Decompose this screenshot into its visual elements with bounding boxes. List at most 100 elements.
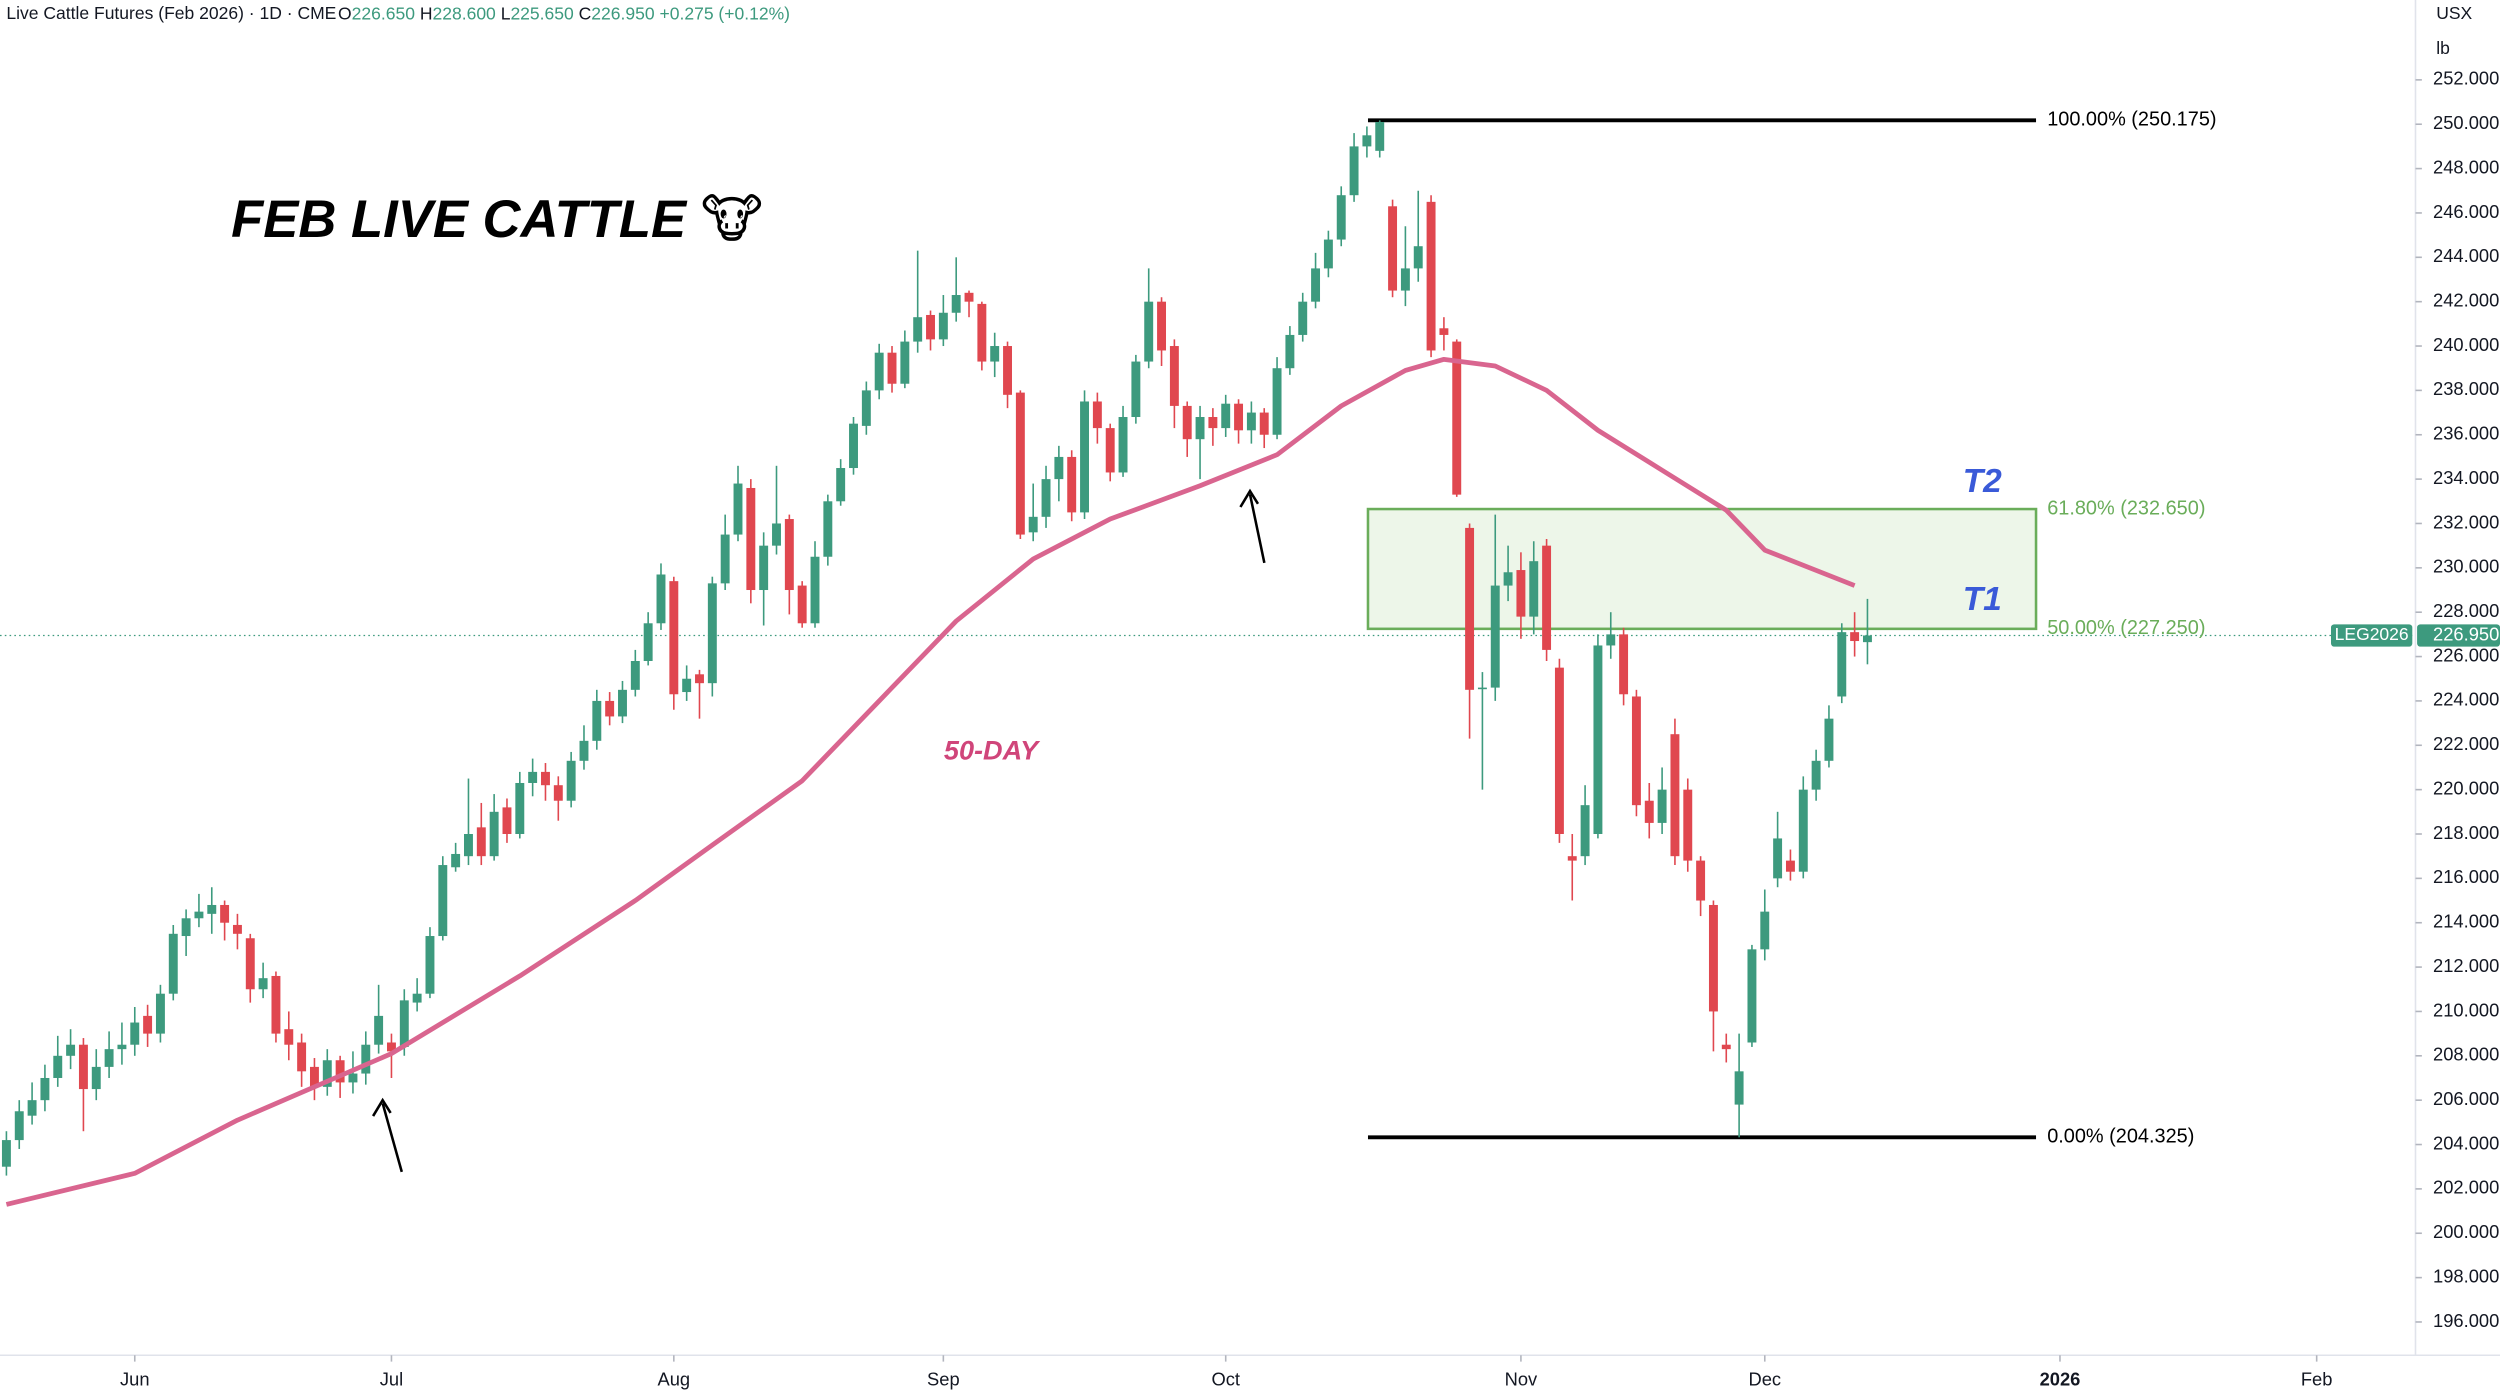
y-tick-label: 240.000 (2433, 334, 2499, 355)
candle-body (1336, 195, 1346, 240)
candle-body (1234, 403, 1244, 431)
candle-body (1003, 346, 1012, 395)
candle-body (1169, 346, 1179, 406)
candle-body (1349, 146, 1359, 196)
candle-body (1850, 632, 1860, 642)
candle-body (220, 904, 230, 923)
x-tick-label: Dec (1748, 1369, 1781, 1390)
y-tick-label: 214.000 (2433, 911, 2499, 932)
candle-body (1696, 860, 1706, 901)
y-tick-label: 220.000 (2433, 777, 2499, 798)
candle-body (130, 1022, 140, 1045)
candle-body (386, 1042, 396, 1052)
candle-body (322, 1060, 332, 1087)
candle-body (117, 1044, 127, 1050)
y-tick-label: 200.000 (2433, 1221, 2499, 1242)
candle-body (579, 740, 589, 761)
candle-body (258, 978, 268, 990)
candle-body (438, 865, 448, 937)
candle-body (207, 904, 217, 914)
x-tick-label: Feb (2301, 1369, 2333, 1390)
candle-body (1503, 572, 1513, 586)
candle-body (1272, 368, 1282, 435)
moving-average-label: 50-DAY (944, 735, 1041, 766)
candle-body (1580, 805, 1590, 857)
target-label: T2 (1963, 463, 2002, 500)
symbol-tag (2330, 624, 2413, 647)
candle-body (1, 1140, 11, 1167)
x-tick-label: Aug (658, 1369, 691, 1390)
candle-body (1144, 301, 1154, 362)
y-tick-label: 242.000 (2433, 290, 2499, 311)
y-tick-label: 196.000 (2433, 1310, 2499, 1331)
arrow-shaft (381, 1102, 404, 1173)
candle-body (1067, 456, 1077, 513)
candle-body (926, 314, 935, 340)
candle-body (977, 303, 987, 362)
moving-average-line (5, 356, 1856, 1207)
candle-body (541, 771, 550, 786)
y-tick-label: 248.000 (2433, 156, 2499, 177)
candle-body (733, 483, 743, 535)
candle-body (181, 918, 191, 937)
candle-body (1015, 392, 1025, 535)
x-tick-label: Nov (1505, 1369, 1538, 1390)
ohlc-label: H (420, 3, 433, 23)
candle-body (297, 1042, 307, 1072)
candle-body (425, 936, 435, 994)
candle-body (1619, 634, 1629, 695)
candle-body (1041, 479, 1051, 517)
candle-body (78, 1044, 88, 1090)
candle-body (1221, 403, 1231, 429)
y-tick-label: 216.000 (2433, 866, 2499, 887)
candle-body (1721, 1044, 1731, 1050)
candle-body (784, 519, 794, 591)
y-tick-label: 210.000 (2433, 999, 2499, 1020)
candle-body (1824, 718, 1834, 761)
candle-body (335, 1060, 345, 1083)
candle-body (861, 390, 871, 426)
ohlc-value: 228.600 (432, 3, 496, 23)
y-tick-label: 232.000 (2433, 511, 2499, 532)
candle-body (1259, 412, 1269, 435)
candle-body (66, 1044, 76, 1056)
y-tick-label: 230.000 (2433, 556, 2499, 577)
candle-body (1118, 417, 1128, 473)
ohlc-label: C (579, 3, 592, 23)
candle-body (1734, 1071, 1744, 1105)
y-tick-label: 250.000 (2433, 112, 2499, 133)
candle-body (1465, 527, 1475, 690)
candle-body (1477, 687, 1487, 690)
x-tick-label: Oct (1211, 1369, 1240, 1390)
y-tick-label: 222.000 (2433, 733, 2499, 754)
ohlc-text: O226.650 H228.600 L225.650 C226.950 +0.2… (338, 3, 790, 23)
candle-body (618, 689, 627, 717)
candle-body (309, 1066, 319, 1087)
candle-body (1798, 789, 1808, 872)
y-tick-label: 202.000 (2433, 1177, 2499, 1198)
fib-level-label: 61.80% (232.650) (2047, 497, 2205, 519)
candle-body (695, 674, 704, 684)
candle-body (1542, 545, 1552, 650)
candle-body (964, 292, 974, 302)
y-tick-label: 212.000 (2433, 955, 2499, 976)
candle-body (1426, 201, 1436, 351)
candle-body (528, 771, 538, 783)
unit: lb (2436, 38, 2450, 58)
candle-body (1028, 516, 1038, 533)
y-tick-label: 238.000 (2433, 378, 2499, 399)
candle-body (682, 678, 692, 693)
candle-body (1311, 268, 1321, 302)
y-tick-label: 218.000 (2433, 822, 2499, 843)
candle-body (566, 760, 576, 801)
ohlc-label: O (338, 3, 352, 23)
candle-body (1105, 428, 1115, 473)
candle-body (797, 585, 807, 624)
candle-body (1708, 904, 1718, 1012)
candle-body (1375, 122, 1385, 151)
candle-body (168, 933, 178, 994)
candle-body (348, 1073, 358, 1083)
